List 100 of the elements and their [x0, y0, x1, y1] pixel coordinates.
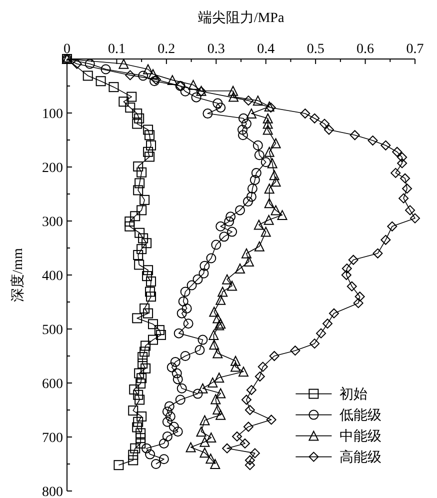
y-tick-label: 600: [42, 376, 63, 392]
point: [262, 118, 273, 129]
point: [238, 366, 248, 377]
point: [264, 198, 274, 208]
point: [244, 460, 255, 470]
point: [254, 241, 264, 252]
point: [348, 254, 358, 265]
point: [235, 264, 246, 274]
point: [175, 81, 186, 91]
point: [254, 372, 265, 382]
point: [198, 383, 208, 394]
point: [186, 442, 196, 452]
point: [240, 438, 250, 448]
point: [402, 184, 412, 194]
point: [209, 340, 220, 350]
point: [212, 313, 223, 324]
point: [244, 256, 254, 266]
point: [210, 459, 220, 469]
x-axis-title: 端尖阻力/MPa: [198, 10, 285, 26]
point: [212, 404, 223, 414]
x-tick-label: 0.7: [406, 42, 424, 57]
point: [328, 308, 339, 318]
point: [346, 281, 357, 292]
point: [222, 274, 232, 284]
x-tick-label: 0.2: [158, 42, 176, 57]
point: [316, 328, 326, 338]
point: [269, 170, 280, 180]
point: [368, 136, 378, 146]
x-tick-label: 0.6: [356, 42, 374, 57]
point: [228, 92, 239, 102]
point: [300, 108, 310, 119]
point: [218, 286, 228, 297]
point: [264, 184, 274, 194]
point: [260, 226, 271, 237]
point: [227, 280, 238, 291]
point: [232, 431, 242, 442]
point: [148, 69, 158, 80]
point: [262, 113, 273, 124]
point: [216, 294, 226, 305]
point: [243, 96, 254, 106]
point: [118, 58, 129, 69]
point: [216, 388, 226, 398]
point: [353, 298, 364, 308]
point: [310, 338, 320, 349]
x-tick-label: 0.5: [306, 42, 324, 57]
point: [341, 270, 352, 280]
point: [188, 80, 198, 90]
point: [410, 213, 420, 224]
point: [150, 74, 161, 85]
point: [212, 348, 223, 358]
point: [400, 173, 410, 184]
point: [246, 108, 256, 119]
point: [72, 58, 82, 69]
point: [397, 152, 408, 162]
point: [254, 220, 264, 230]
point: [270, 176, 281, 187]
point: [208, 330, 219, 340]
point: [210, 394, 221, 404]
point: [392, 146, 402, 157]
point: [350, 130, 360, 140]
point: [167, 75, 178, 86]
point: [324, 124, 334, 135]
legend-label: 初始: [340, 386, 368, 403]
point: [390, 168, 401, 178]
point: [241, 248, 252, 258]
point: [214, 372, 224, 383]
point: [290, 346, 300, 356]
point: [250, 448, 260, 458]
point: [387, 221, 398, 232]
point: [244, 405, 255, 415]
point: [200, 448, 210, 458]
point: [196, 426, 206, 437]
point: [252, 96, 263, 106]
point: [320, 118, 330, 129]
y-tick-label: 700: [42, 430, 63, 446]
point: [405, 205, 416, 216]
point: [125, 70, 136, 80]
y-tick-label: 200: [42, 160, 63, 176]
point: [228, 86, 238, 96]
point: [244, 455, 255, 466]
legend-label: 中能级: [340, 428, 382, 445]
point: [270, 138, 281, 148]
point: [270, 205, 281, 216]
point: [310, 113, 320, 124]
point: [246, 385, 256, 396]
point: [264, 214, 274, 225]
y-tick-label: 800: [42, 484, 63, 498]
x-tick-label: 0.1: [108, 42, 126, 57]
y-tick-label: 300: [42, 214, 63, 230]
point: [398, 193, 409, 204]
legend-label: 低能级: [340, 408, 382, 424]
point: [200, 436, 210, 447]
point: [200, 415, 210, 426]
point: [206, 432, 216, 443]
point: [269, 351, 280, 361]
y-tick-label: 500: [42, 322, 63, 338]
point: [262, 124, 273, 135]
point: [380, 140, 391, 150]
point: [380, 234, 391, 245]
point: [143, 64, 154, 74]
